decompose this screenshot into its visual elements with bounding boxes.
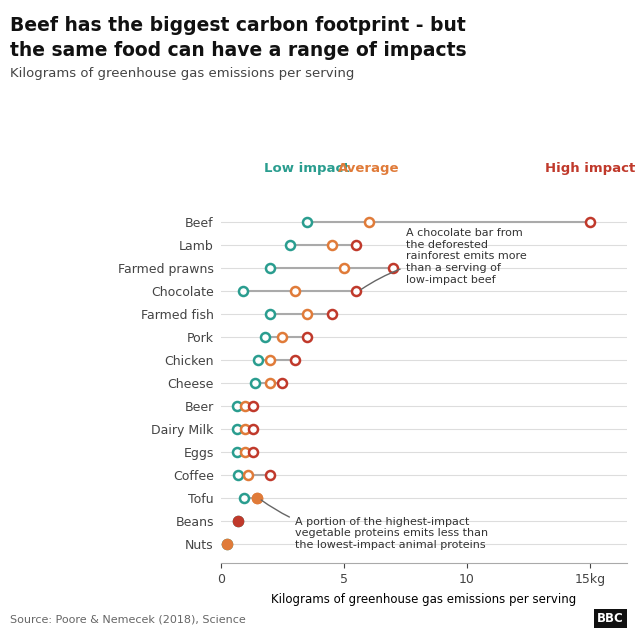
Text: BBC: BBC bbox=[597, 612, 624, 625]
Text: Beef has the biggest carbon footprint - but: Beef has the biggest carbon footprint - … bbox=[10, 16, 465, 35]
Text: Kilograms of greenhouse gas emissions per serving: Kilograms of greenhouse gas emissions pe… bbox=[10, 67, 354, 80]
Text: the same food can have a range of impacts: the same food can have a range of impact… bbox=[10, 41, 466, 60]
X-axis label: Kilograms of greenhouse gas emissions per serving: Kilograms of greenhouse gas emissions pe… bbox=[271, 593, 577, 605]
Text: High impact: High impact bbox=[545, 162, 636, 175]
Text: A portion of the highest-impact
vegetable proteins emits less than
the lowest-im: A portion of the highest-impact vegetabl… bbox=[261, 500, 488, 550]
Text: Source: Poore & Nemecek (2018), Science: Source: Poore & Nemecek (2018), Science bbox=[10, 614, 245, 625]
Text: Average: Average bbox=[338, 162, 399, 175]
Text: Low impact: Low impact bbox=[264, 162, 350, 175]
Text: A chocolate bar from
the deforested
rainforest emits more
than a serving of
low-: A chocolate bar from the deforested rain… bbox=[361, 228, 526, 289]
